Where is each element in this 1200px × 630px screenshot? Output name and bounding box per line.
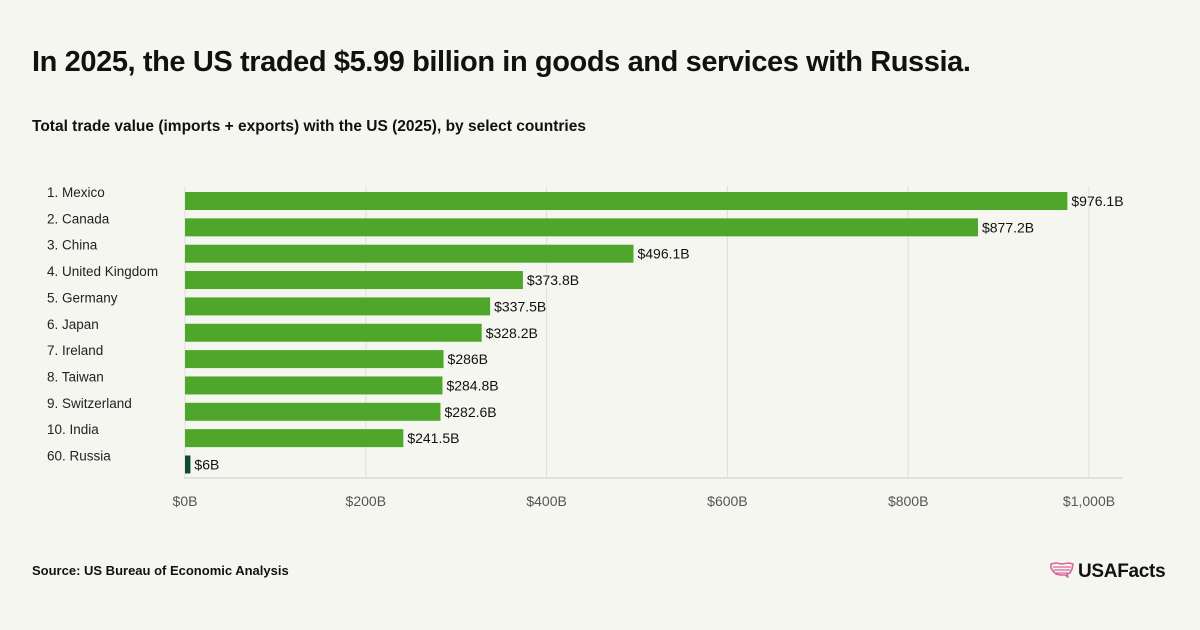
data-label: $284.8B xyxy=(446,377,498,393)
data-labels: $976.1B $877.2B $496.1B $373.8B $337.5B $328.… xyxy=(194,193,1123,473)
category-labels: 1. Mexico 2. Canada 3. China 4. United King… xyxy=(47,185,158,464)
bar xyxy=(185,244,634,263)
bar xyxy=(185,192,1068,210)
data-label: $286B xyxy=(448,351,488,367)
chart-title: In 2025, the US traded $5.99 billion in … xyxy=(32,46,971,78)
data-label: $337.5B xyxy=(494,298,546,314)
usafacts-logo[interactable]: USAFacts xyxy=(1050,559,1166,585)
us-map-icon xyxy=(1050,561,1074,584)
data-label: $877.2B xyxy=(982,219,1034,235)
bar xyxy=(185,218,978,237)
bar xyxy=(185,271,523,290)
bar xyxy=(185,323,482,342)
bar xyxy=(185,297,491,316)
x-tick-label: $400B xyxy=(526,493,566,509)
category-label: 9. Switzerland xyxy=(47,396,132,411)
category-label: 6. Japan xyxy=(47,317,99,332)
bar xyxy=(185,376,443,395)
source-note: Source: US Bureau of Economic Analysis xyxy=(32,563,289,578)
bar-chart: 1. Mexico 2. Canada 3. China 4. United King… xyxy=(47,185,1124,509)
category-label: 3. China xyxy=(47,238,98,253)
bar xyxy=(185,402,441,421)
category-label: 2. Canada xyxy=(47,211,110,226)
category-label: 7. Ireland xyxy=(47,343,103,358)
data-label: $6B xyxy=(194,457,219,473)
category-label: 60. Russia xyxy=(47,449,111,464)
category-label: 1. Mexico xyxy=(47,185,105,200)
category-label: 5. Germany xyxy=(47,290,118,305)
bar xyxy=(185,429,404,448)
data-label: $373.8B xyxy=(527,272,579,288)
x-tick-label: $1,000B xyxy=(1063,493,1115,509)
bar-highlight xyxy=(185,455,191,474)
data-label: $282.6B xyxy=(444,404,496,420)
data-label: $496.1B xyxy=(637,246,689,262)
bars xyxy=(185,192,1068,474)
x-tick-label: $200B xyxy=(346,493,386,509)
logo-text: USAFacts xyxy=(1078,561,1166,582)
bar xyxy=(185,350,444,369)
category-label: 10. India xyxy=(47,422,99,437)
x-tick-label: $600B xyxy=(707,493,747,509)
category-label: 4. United Kingdom xyxy=(47,264,158,279)
x-axis-ticks: $0B $200B $400B $600B $800B $1,000B xyxy=(173,493,1116,509)
category-label: 8. Taiwan xyxy=(47,369,104,384)
data-label: $976.1B xyxy=(1071,193,1123,209)
data-label: $328.2B xyxy=(486,325,538,341)
x-tick-label: $800B xyxy=(888,493,928,509)
x-tick-label: $0B xyxy=(173,493,198,509)
data-label: $241.5B xyxy=(407,430,459,446)
chart-subtitle: Total trade value (imports + exports) wi… xyxy=(32,118,586,135)
